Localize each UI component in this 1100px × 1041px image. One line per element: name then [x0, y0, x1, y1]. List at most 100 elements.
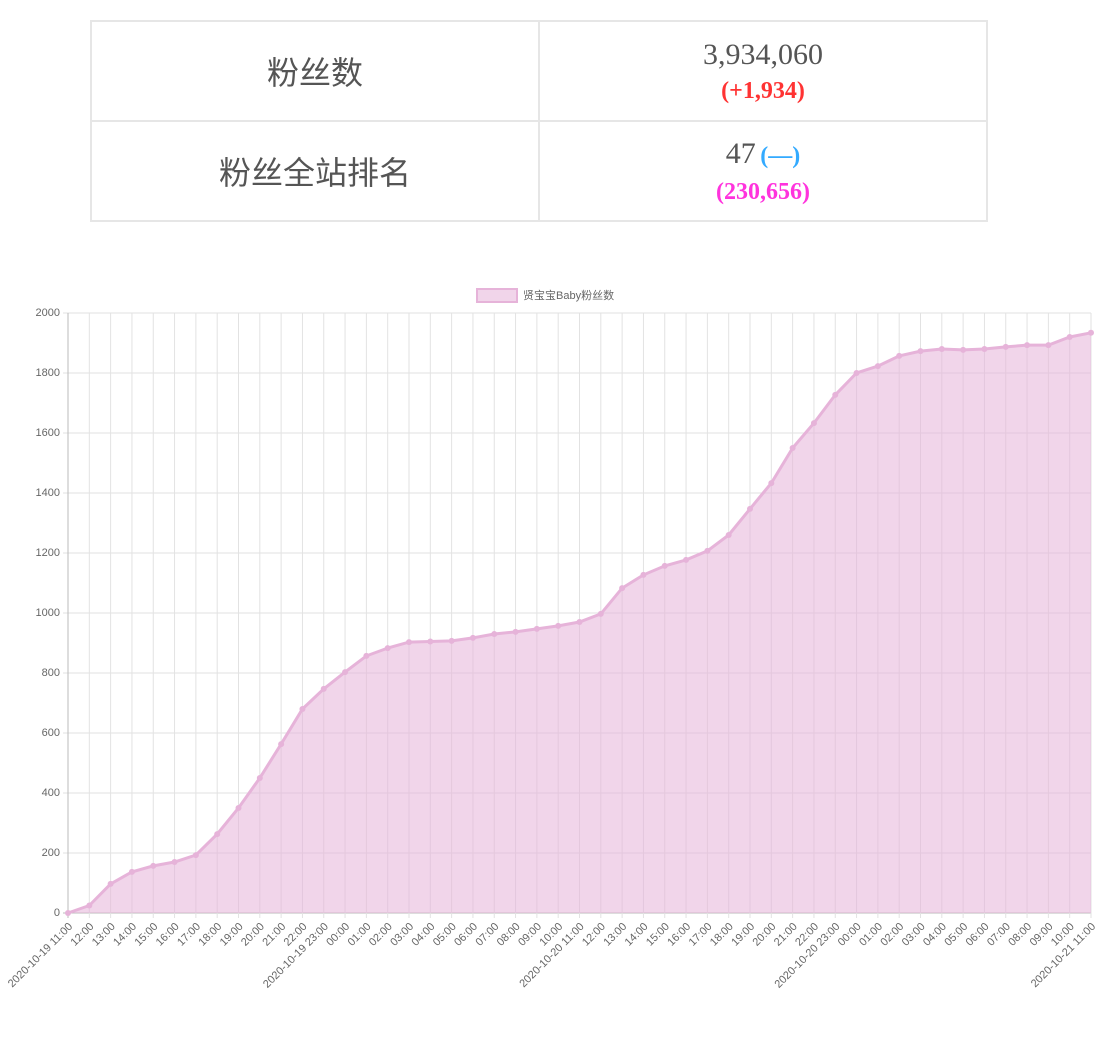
x-tick-label: 16:00 — [154, 921, 182, 949]
point — [363, 652, 370, 659]
x-tick-label: 12:00 — [580, 921, 608, 949]
point — [299, 706, 306, 712]
point — [406, 639, 412, 646]
point — [810, 420, 817, 427]
x-tick-label: 05:00 — [431, 921, 459, 949]
cell: 3,934,060 (+1,934) — [538, 20, 988, 122]
x-tick-label: 04:00 — [410, 921, 438, 949]
x-tick-label: 06:00 — [452, 921, 480, 949]
x-tick-label: 20:00 — [751, 921, 779, 949]
cell: 47 (—) (230,656) — [538, 120, 988, 222]
y-tick-label: 1200 — [36, 547, 60, 559]
point — [65, 910, 71, 916]
legend-label: 贤宝宝Baby粉丝数 — [523, 288, 614, 302]
point — [960, 346, 967, 353]
point — [320, 685, 327, 692]
point — [427, 638, 434, 645]
value: 3,934,060 — [703, 37, 823, 71]
x-tick-label: 20:00 — [239, 921, 267, 949]
x-tick-label: 15:00 — [132, 921, 160, 949]
x-tick-label: 01:00 — [346, 921, 374, 949]
point — [555, 622, 562, 629]
x-tick-label: 21:00 — [772, 921, 800, 949]
point — [725, 532, 732, 538]
point — [896, 352, 903, 359]
point — [619, 585, 626, 592]
x-tick-label: 03:00 — [388, 921, 416, 949]
x-tick-label: 09:00 — [516, 921, 544, 949]
x-tick-label: 14:00 — [623, 921, 651, 949]
point — [1066, 334, 1073, 340]
point — [1024, 342, 1031, 349]
point — [938, 346, 945, 352]
x-tick-label: 16:00 — [665, 921, 693, 949]
x-tick-label: 17:00 — [687, 921, 715, 949]
x-tick-label: 00:00 — [836, 921, 864, 949]
x-tick-label: 17:00 — [175, 921, 203, 949]
y-tick-label: 200 — [42, 847, 60, 859]
point — [384, 645, 391, 652]
y-tick-label: 600 — [42, 727, 60, 739]
change: (—) — [760, 142, 801, 169]
point — [704, 547, 711, 554]
x-tick-label: 19:00 — [729, 921, 757, 949]
point — [576, 619, 583, 625]
y-tick-label: 400 — [42, 787, 60, 799]
point — [491, 631, 498, 637]
change: (+1,934) — [721, 77, 805, 104]
point — [448, 637, 455, 644]
x-tick-label: 14:00 — [111, 921, 139, 949]
cell: 粉丝全站排名 — [90, 120, 540, 222]
point — [469, 634, 476, 641]
point — [107, 880, 114, 887]
point — [683, 556, 690, 563]
x-tick-label: 05:00 — [942, 921, 970, 949]
point — [533, 625, 540, 632]
x-tick-label: 08:00 — [1006, 921, 1034, 949]
x-tick-label: 00:00 — [324, 921, 352, 949]
y-tick-label: 1600 — [36, 427, 60, 439]
x-tick-label: 02:00 — [878, 921, 906, 949]
point — [192, 852, 199, 859]
y-tick-label: 0 — [54, 907, 60, 919]
point — [1045, 342, 1052, 349]
point — [512, 628, 519, 635]
point — [917, 348, 924, 355]
x-tick-label: 13:00 — [601, 921, 629, 949]
cell: 粉丝数 — [90, 20, 540, 122]
point — [1088, 329, 1094, 336]
x-tick-label: 09:00 — [1028, 921, 1056, 949]
point — [235, 805, 242, 811]
point — [640, 571, 647, 578]
point — [874, 363, 881, 370]
point — [1002, 343, 1009, 350]
point — [981, 346, 988, 352]
point — [214, 831, 221, 838]
x-tick-label: 18:00 — [196, 921, 224, 949]
point — [853, 370, 860, 376]
point — [342, 669, 349, 676]
x-tick-label: 02:00 — [367, 921, 395, 949]
x-tick-label: 03:00 — [900, 921, 928, 949]
y-tick-label: 2000 — [36, 307, 60, 319]
point — [150, 862, 157, 869]
x-tick-label: 07:00 — [473, 921, 501, 949]
point — [86, 902, 93, 909]
point — [768, 480, 775, 487]
value: 47 — [725, 136, 756, 170]
point — [171, 859, 178, 865]
x-tick-label: 08:00 — [495, 921, 523, 949]
x-tick-label: 18:00 — [708, 921, 736, 949]
point — [278, 741, 285, 748]
row-label: 粉丝全站排名 — [218, 154, 411, 192]
y-tick-label: 1000 — [36, 607, 60, 619]
point — [832, 391, 839, 398]
y-tick-label: 800 — [42, 667, 60, 679]
x-tick-label: 07:00 — [985, 921, 1013, 949]
x-tick-label: 12:00 — [69, 921, 97, 949]
x-tick-label: 2020-10-19 11:00 — [6, 921, 75, 990]
point — [597, 610, 604, 617]
y-tick-label: 1400 — [36, 487, 60, 499]
